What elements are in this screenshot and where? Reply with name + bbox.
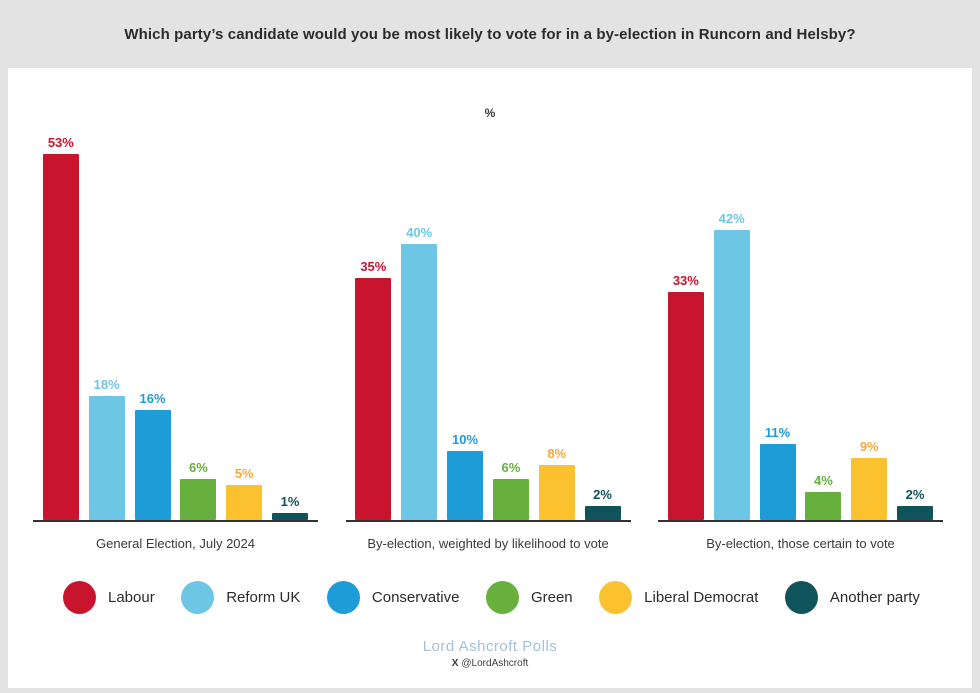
- bar-value-label: 8%: [547, 446, 567, 461]
- footer-brand: Lord Ashcroft Polls: [422, 638, 558, 655]
- bar-another-party: 2%: [897, 487, 934, 520]
- legend-swatch-icon: [63, 581, 96, 614]
- bar-value-label: 35%: [360, 259, 387, 274]
- legend-item-conservative: Conservative: [326, 581, 460, 614]
- bar-rect-another-party: [272, 513, 309, 520]
- bar-group-2: 35% 40% 10% 6% 8% 2% By-election, weighted by …: [345, 122, 631, 551]
- bar-value-label: 11%: [764, 425, 791, 440]
- bar-rect-conservative: [134, 410, 171, 520]
- bar-reform-uk: 40%: [401, 225, 438, 520]
- bar-reform-uk: 42%: [713, 211, 750, 520]
- bar-rect-green: [492, 479, 529, 520]
- bar-green: 6%: [492, 460, 529, 520]
- legend-swatch-icon: [599, 581, 633, 614]
- bar-value-label: 18%: [93, 377, 120, 392]
- legend-swatch-icon: [181, 581, 215, 614]
- bar-green: 6%: [180, 460, 217, 520]
- bar-value-label: 6%: [501, 460, 521, 475]
- legend-label: Conservative: [371, 589, 460, 606]
- x-logo-icon: X: [451, 658, 459, 669]
- bar-axis-1: 53% 18% 16% 6% 5% 1%: [33, 122, 318, 522]
- bar-group-3: 33% 42% 11% 4% 9% 2% By-election, those certai…: [658, 122, 943, 551]
- bar-rect-green: [180, 479, 217, 520]
- bar-rect-reform-uk: [713, 230, 750, 520]
- bar-rect-another-party: [584, 506, 621, 520]
- group-label-2: By-election, weighted by likelihood to v…: [367, 536, 609, 551]
- legend-swatch-icon: [326, 581, 360, 614]
- legend-item-reform-uk: Reform UK: [181, 581, 300, 614]
- chart-title: Which party’s candidate would you be mos…: [124, 25, 856, 43]
- bar-value-label: 42%: [718, 211, 745, 226]
- bar-conservative: 10%: [447, 432, 484, 520]
- footer-handle-line: X @LordAshcroft: [8, 658, 972, 669]
- bar-rect-labour: [667, 292, 704, 520]
- legend-label: Reform UK: [226, 589, 301, 606]
- bar-rect-reform-uk: [401, 244, 438, 520]
- footer-handle: @LordAshcroft: [461, 658, 529, 669]
- header-band: Which party’s candidate would you be mos…: [0, 0, 980, 68]
- bar-conservative: 11%: [759, 425, 796, 520]
- bar-value-label: 4%: [813, 473, 833, 488]
- bar-value-label: 40%: [406, 225, 433, 240]
- chart-legend: Labour Reform UK Conservative Green Liberal …: [8, 581, 972, 614]
- bar-labour: 53%: [42, 135, 79, 520]
- bar-value-label: 33%: [672, 273, 699, 288]
- legend-item-liberal-democrat: Liberal Democrat: [599, 581, 758, 614]
- bar-value-label: 2%: [905, 487, 925, 502]
- bar-rect-liberal-democrat: [851, 458, 888, 520]
- footer: Lord Ashcroft Polls X @LordAshcroft: [8, 638, 972, 669]
- bar-rect-another-party: [897, 506, 934, 520]
- bar-liberal-democrat: 9%: [851, 439, 888, 520]
- axis-unit-label: %: [484, 106, 496, 120]
- legend-label: Green: [530, 589, 573, 606]
- bar-value-label: 5%: [234, 466, 254, 481]
- bar-another-party: 2%: [584, 487, 621, 520]
- bar-value-label: 6%: [188, 460, 208, 475]
- bar-value-label: 16%: [139, 391, 166, 406]
- legend-item-another-party: Another party: [784, 581, 920, 614]
- bar-reform-uk: 18%: [88, 377, 125, 520]
- bar-labour: 35%: [355, 259, 392, 520]
- bar-rect-liberal-democrat: [226, 485, 263, 520]
- group-label-3: By-election, those certain to vote: [706, 536, 895, 551]
- legend-item-green: Green: [485, 581, 573, 614]
- bar-liberal-democrat: 8%: [538, 446, 575, 520]
- legend-label: Labour: [108, 589, 155, 606]
- chart-card: % 53% 18% 16% 6% 5% 1% General Election, July …: [8, 68, 972, 688]
- bar-rect-conservative: [759, 444, 796, 520]
- bar-value-label: 2%: [593, 487, 612, 502]
- bar-rect-labour: [355, 278, 392, 520]
- bar-labour: 33%: [667, 273, 704, 520]
- bar-rect-green: [805, 492, 842, 520]
- legend-label: Liberal Democrat: [644, 589, 759, 606]
- bar-rect-labour: [42, 154, 79, 520]
- bar-group-1: 53% 18% 16% 6% 5% 1% General Election, July 20…: [33, 122, 318, 551]
- bar-liberal-democrat: 5%: [226, 466, 263, 520]
- group-label-1: General Election, July 2024: [96, 536, 255, 551]
- legend-item-labour: Labour: [63, 581, 155, 614]
- bar-value-label: 9%: [859, 439, 879, 454]
- bar-another-party: 1%: [272, 494, 309, 520]
- legend-swatch-icon: [784, 581, 818, 614]
- bar-value-label: 53%: [47, 135, 74, 150]
- bar-conservative: 16%: [134, 391, 171, 520]
- bar-value-label: 1%: [280, 494, 300, 509]
- bar-green: 4%: [805, 473, 842, 520]
- bar-axis-2: 35% 40% 10% 6% 8% 2%: [345, 122, 631, 522]
- bar-rect-conservative: [447, 451, 484, 520]
- bar-value-label: 10%: [452, 432, 479, 447]
- bar-axis-3: 33% 42% 11% 4% 9% 2%: [658, 122, 943, 522]
- bar-rect-liberal-democrat: [538, 465, 575, 520]
- chart-groups: 53% 18% 16% 6% 5% 1% General Election, July 20…: [8, 122, 972, 551]
- legend-label: Another party: [829, 589, 920, 606]
- legend-swatch-icon: [485, 581, 519, 614]
- bar-rect-reform-uk: [88, 396, 125, 520]
